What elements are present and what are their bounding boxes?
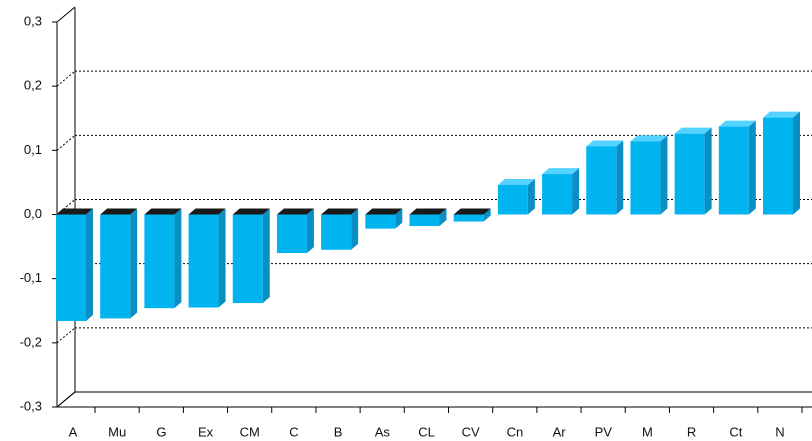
bar-side <box>704 127 712 215</box>
x-tick-label: CL <box>418 424 435 439</box>
bar <box>232 214 263 304</box>
bar-side <box>218 208 226 308</box>
bar-top <box>586 140 624 147</box>
bar <box>630 141 661 215</box>
bar <box>453 214 484 222</box>
bar-side <box>572 168 580 215</box>
bar-top <box>630 135 668 142</box>
bar-top <box>453 208 491 215</box>
x-tick-label: C <box>289 424 298 439</box>
y-tick-label: -0,3 <box>20 398 42 413</box>
bar <box>718 126 749 215</box>
bar-side <box>86 208 93 322</box>
bar-top <box>100 208 138 215</box>
y-tick-label: 0,0 <box>24 206 42 221</box>
grid-diagonal <box>56 6 76 23</box>
x-tick-label: Ct <box>729 424 742 439</box>
bar-top <box>144 208 182 215</box>
bar-top <box>763 111 800 118</box>
bar <box>365 214 396 229</box>
bar-top <box>276 208 314 215</box>
x-tick-label: Ar <box>553 424 567 439</box>
x-tick-label: Mu <box>108 424 126 439</box>
x-tick-label: As <box>375 424 391 439</box>
bar-side <box>130 208 138 319</box>
x-tick-label: B <box>334 424 343 439</box>
y-tick-label: 0,3 <box>24 13 42 28</box>
bar-side <box>351 208 359 250</box>
bar-top <box>674 127 712 134</box>
x-tick-label: G <box>156 424 166 439</box>
x-tick-label: Cn <box>507 424 524 439</box>
bar-top <box>188 208 226 215</box>
bar-side <box>748 120 756 215</box>
bar-top <box>56 208 93 215</box>
x-tick-label: Ex <box>198 424 214 439</box>
plot-area <box>57 7 812 407</box>
bar-top <box>232 208 270 215</box>
bar-side <box>262 208 270 304</box>
grid-diagonal <box>56 391 76 408</box>
bar-side <box>174 208 182 309</box>
y-tick-label: 0,2 <box>24 78 42 93</box>
y-tick-label: -0,2 <box>20 334 42 349</box>
bar-side <box>395 208 403 229</box>
x-tick-label: M <box>642 424 653 439</box>
bar <box>100 214 131 319</box>
y-tick-label: -0,1 <box>20 270 42 285</box>
bar <box>276 214 307 253</box>
bar <box>674 133 705 215</box>
bar-side <box>660 135 668 215</box>
bar-side <box>306 208 314 253</box>
x-tick-label: N <box>775 424 784 439</box>
bar-top <box>542 168 580 175</box>
bar-top <box>409 208 447 215</box>
x-tick-label: A <box>69 424 78 439</box>
bar <box>56 214 86 322</box>
bar <box>188 214 219 308</box>
bar <box>586 146 617 215</box>
y-tick-label: 0,1 <box>24 142 42 157</box>
x-tick-label: PV <box>595 424 613 439</box>
x-tick-label: CM <box>240 424 260 439</box>
bar-top <box>321 208 359 215</box>
bar <box>144 214 175 309</box>
bar-top <box>497 178 535 185</box>
bar <box>321 214 352 250</box>
bar-side <box>616 140 624 215</box>
bar <box>409 214 440 227</box>
bar-top <box>718 120 756 127</box>
bar-side <box>793 111 800 215</box>
bar-side <box>439 208 447 227</box>
bar-side <box>527 178 535 215</box>
bar-top <box>365 208 403 215</box>
bar <box>542 174 573 215</box>
x-tick-label: CV <box>462 424 480 439</box>
bar-side <box>483 208 491 222</box>
bar <box>763 117 793 215</box>
x-tick-label: R <box>687 424 696 439</box>
bar <box>497 184 528 215</box>
